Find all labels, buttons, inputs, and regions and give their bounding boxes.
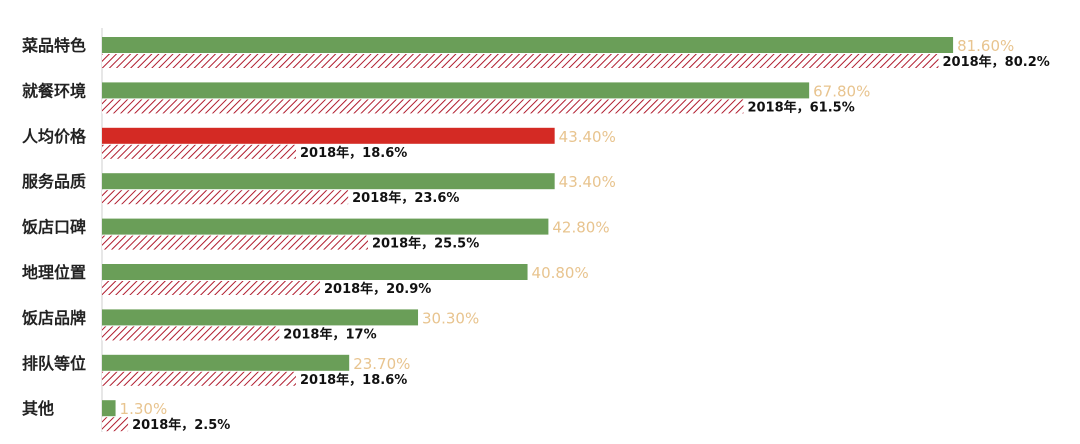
category-label: 饭店品牌 — [21, 308, 86, 327]
bar-current — [102, 173, 555, 190]
bar-2018 — [102, 54, 939, 68]
value-label: 30.30% — [422, 309, 479, 327]
prev-value-label: 2018年，2.5% — [132, 417, 230, 433]
prev-value-label: 2018年，17% — [283, 326, 376, 342]
bar-2018 — [102, 144, 296, 159]
bar-current — [102, 309, 419, 326]
value-label: 42.80% — [552, 219, 609, 237]
category-label: 其他 — [22, 399, 54, 418]
bar-current — [102, 82, 810, 99]
category-label: 人均价格 — [22, 127, 87, 146]
bar-current — [102, 264, 528, 280]
bar-2018 — [102, 417, 129, 432]
category-label: 排队等位 — [22, 354, 86, 373]
category-label: 就餐环境 — [22, 81, 86, 100]
category-label: 服务品质 — [22, 172, 86, 191]
prev-value-label: 2018年，80.2% — [942, 54, 1049, 70]
bar-current — [102, 218, 549, 235]
prev-value-label: 2018年，25.5% — [372, 236, 479, 252]
bar-2018 — [102, 190, 349, 205]
value-label: 23.70% — [353, 355, 410, 373]
value-label: 1.30% — [120, 400, 168, 418]
value-label: 67.80% — [813, 82, 870, 100]
prev-value-label: 2018年，20.9% — [324, 281, 431, 297]
bar-2018 — [102, 281, 320, 295]
bar-2018 — [102, 235, 368, 250]
value-label: 43.40% — [559, 128, 616, 146]
bar-current — [102, 354, 350, 371]
value-label: 43.40% — [559, 173, 616, 191]
bar-current — [102, 127, 555, 144]
bar-current — [102, 400, 116, 417]
bar-2018 — [102, 371, 296, 386]
category-label: 饭店口碑 — [21, 218, 86, 237]
value-label: 40.80% — [532, 264, 589, 282]
bar-2018 — [102, 326, 280, 341]
category-label: 菜品特色 — [21, 36, 86, 55]
bar-2018 — [102, 99, 744, 114]
bar-current — [102, 37, 954, 53]
value-label: 81.60% — [957, 37, 1014, 55]
category-label: 地理位置 — [22, 263, 86, 282]
prev-value-label: 2018年，18.6% — [300, 145, 407, 161]
prev-value-label: 2018年，18.6% — [300, 372, 407, 388]
prev-value-label: 2018年，23.6% — [352, 190, 459, 206]
prev-value-label: 2018年，61.5% — [747, 99, 854, 115]
